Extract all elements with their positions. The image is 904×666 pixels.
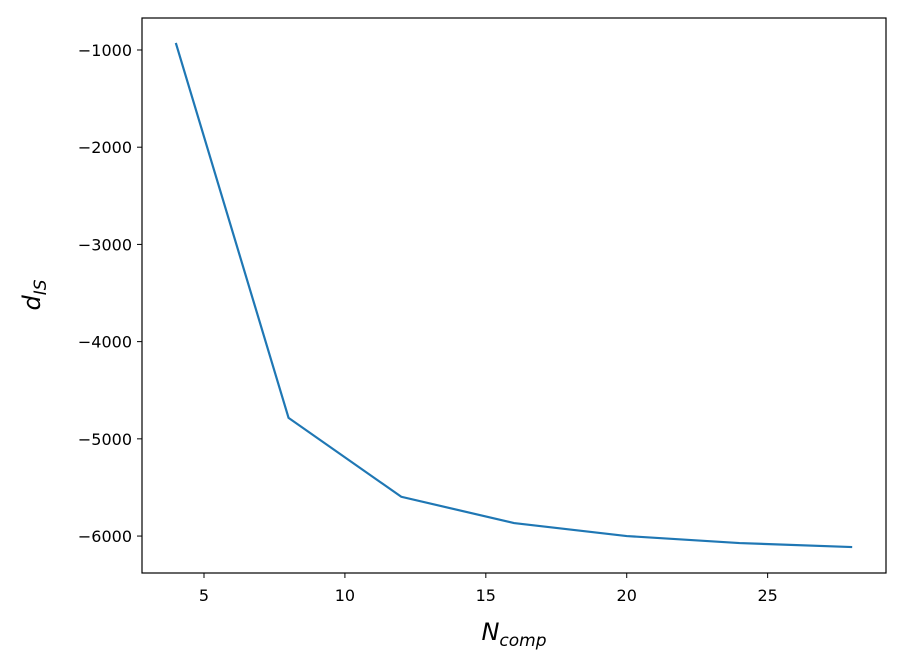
plot-frame (141, 17, 887, 574)
x-tick-label: 25 (757, 586, 777, 605)
x-axis-label: Ncomp (481, 618, 546, 651)
x-tick-label: 5 (199, 586, 209, 605)
x-axis-label-base: N (481, 618, 499, 646)
x-tick-label: 20 (617, 586, 637, 605)
line-series (174, 42, 853, 549)
y-axis-label-sub: IS (31, 279, 51, 295)
y-tick-label: −2000 (78, 138, 132, 157)
y-axis-label: dIS (18, 279, 51, 310)
x-tick-label: 15 (476, 586, 496, 605)
y-tick-label: −5000 (78, 430, 132, 449)
x-tick-label: 10 (335, 586, 355, 605)
y-tick-label: −3000 (78, 235, 132, 254)
y-tick-label: −6000 (78, 527, 132, 546)
x-axis-label-sub: comp (499, 631, 546, 651)
y-axis-label-base: d (18, 295, 46, 311)
y-tick-label: −1000 (78, 41, 132, 60)
y-tick-label: −4000 (78, 333, 132, 352)
